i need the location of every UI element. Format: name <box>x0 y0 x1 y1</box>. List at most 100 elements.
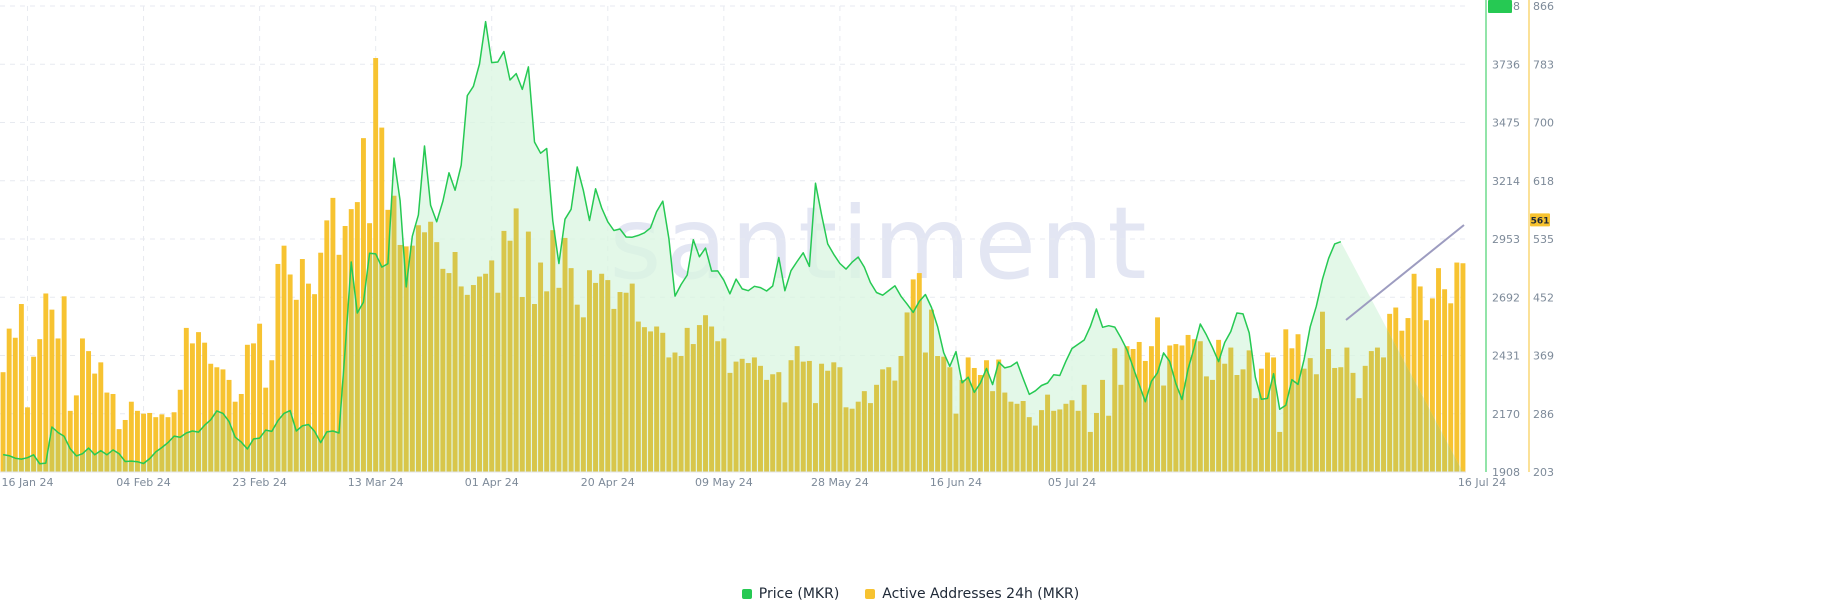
addresses-bar-overlap <box>385 209 391 472</box>
addresses-tick-label: 783 <box>1533 58 1554 71</box>
addresses-bar-overlap <box>910 279 916 472</box>
addresses-bar-overlap <box>1350 372 1356 472</box>
addresses-bar-overlap <box>794 346 800 472</box>
addresses-bar-overlap <box>458 286 464 472</box>
trend-line[interactable] <box>1345 224 1465 321</box>
addresses-bar-overlap <box>880 369 886 472</box>
legend-item-addresses[interactable]: Active Addresses 24h (MKR) <box>865 586 1079 602</box>
addresses-bar-overlap <box>550 230 556 472</box>
addresses-bar-overlap <box>409 245 415 472</box>
addresses-bar-overlap <box>1185 334 1191 472</box>
addresses-bar <box>49 309 55 472</box>
addresses-bar-overlap <box>1002 392 1008 472</box>
addresses-bar <box>1448 303 1454 472</box>
addresses-bar-overlap <box>758 365 763 472</box>
addresses-bar <box>61 296 67 472</box>
addresses-bar-overlap <box>501 230 507 472</box>
price-tick-label: 3214 <box>1492 175 1520 188</box>
addresses-bar-overlap <box>764 379 770 472</box>
addresses-bar-overlap <box>171 412 177 472</box>
addresses-bar <box>202 342 208 472</box>
addresses-bar-overlap <box>1399 330 1405 472</box>
addresses-bar <box>281 245 287 472</box>
addresses-bar-overlap <box>1252 398 1258 472</box>
addresses-bar <box>73 395 79 472</box>
addresses-bar-overlap <box>1051 410 1057 472</box>
addresses-axis: 203 286 369 452 535 618 700 783 866 <box>1528 0 1554 479</box>
x-tick-label: 16 Jul 24 <box>1458 476 1506 489</box>
addresses-bar-overlap <box>513 208 519 472</box>
addresses-bar <box>134 410 140 472</box>
addresses-bar <box>116 429 122 472</box>
addresses-bar-overlap <box>1130 348 1136 472</box>
addresses-bar-overlap <box>800 361 806 472</box>
addresses-bar-overlap <box>935 356 941 472</box>
x-tick-label: 04 Feb 24 <box>116 476 170 489</box>
addresses-bar-overlap <box>428 221 434 472</box>
x-tick-label: 28 May 24 <box>811 476 869 489</box>
addresses-bar <box>177 389 183 472</box>
addresses-bar-overlap <box>1405 318 1411 472</box>
addresses-bar <box>196 332 201 472</box>
addresses-bar <box>1442 289 1448 472</box>
addresses-bar <box>18 304 24 472</box>
addresses-tick-label: 452 <box>1533 291 1554 304</box>
addresses-tick-label: 618 <box>1533 175 1554 188</box>
addresses-bar-overlap <box>1100 379 1106 472</box>
addresses-bar <box>1411 273 1417 472</box>
addresses-bar <box>159 414 165 472</box>
addresses-bar-overlap <box>593 282 599 472</box>
addresses-bar <box>110 393 116 472</box>
addresses-bar <box>312 294 318 472</box>
x-tick-label: 09 May 24 <box>695 476 753 489</box>
addresses-bar-overlap <box>1265 352 1270 472</box>
addresses-bar-overlap <box>922 352 928 472</box>
addresses-bar-overlap <box>587 270 592 472</box>
addresses-bar <box>104 392 110 472</box>
addresses-bar-overlap <box>684 327 690 472</box>
addresses-bar-overlap <box>1093 412 1099 472</box>
addresses-bar-overlap <box>1118 384 1124 472</box>
addresses-bar-overlap <box>1344 347 1350 472</box>
x-tick-label: 05 Jul 24 <box>1048 476 1096 489</box>
addresses-bar-overlap <box>1063 403 1069 472</box>
addresses-bar-overlap <box>1326 348 1332 472</box>
addresses-bar-overlap <box>703 315 708 472</box>
addresses-bar <box>1283 329 1289 472</box>
addresses-bar-overlap <box>446 273 452 472</box>
addresses-bar-overlap <box>422 232 427 472</box>
addresses-bar <box>238 393 244 472</box>
addresses-bar <box>43 293 49 472</box>
price-area <box>2 20 1463 472</box>
x-tick-label: 16 Jun 24 <box>930 476 982 489</box>
addresses-bar <box>251 343 256 472</box>
addresses-bar-overlap <box>1075 410 1081 472</box>
addresses-bar-overlap <box>806 360 812 472</box>
addresses-bar-overlap <box>1289 348 1295 472</box>
x-tick-label: 23 Feb 24 <box>232 476 286 489</box>
trend-line-segment[interactable] <box>1345 224 1465 321</box>
addresses-bar-overlap <box>519 296 525 472</box>
addresses-bar-overlap <box>898 356 904 472</box>
addresses-bar-overlap <box>1032 425 1038 472</box>
addresses-bar-overlap <box>1313 374 1319 472</box>
addresses-bar-overlap <box>971 367 977 472</box>
addresses-bar <box>128 401 134 472</box>
addresses-bar-overlap <box>990 391 996 472</box>
addresses-bar-overlap <box>629 283 635 472</box>
addresses-bar-overlap <box>641 327 647 472</box>
addresses-bar <box>98 362 104 472</box>
addresses-bar-overlap <box>525 231 531 472</box>
addresses-bar-overlap <box>1069 400 1075 472</box>
addresses-bar-overlap <box>354 202 360 472</box>
addresses-bar <box>153 417 159 472</box>
addresses-bar-overlap <box>1362 365 1368 472</box>
addresses-bar-overlap <box>1338 367 1344 472</box>
price-tick-label: 2431 <box>1492 350 1520 363</box>
x-tick-label: 20 Apr 24 <box>581 476 635 489</box>
addresses-bar-overlap <box>733 361 739 472</box>
addresses-tick-label: 369 <box>1533 350 1554 363</box>
legend-item-price[interactable]: Price (MKR) <box>741 586 839 602</box>
addresses-bar-overlap <box>483 273 489 472</box>
addresses-tick-label: 203 <box>1533 466 1554 479</box>
